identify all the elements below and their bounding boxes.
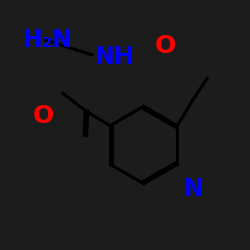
Text: O: O	[33, 104, 54, 128]
Text: H₂N: H₂N	[22, 28, 72, 52]
Text: O: O	[154, 34, 176, 58]
Text: N: N	[184, 177, 204, 201]
Text: NH: NH	[95, 46, 134, 70]
